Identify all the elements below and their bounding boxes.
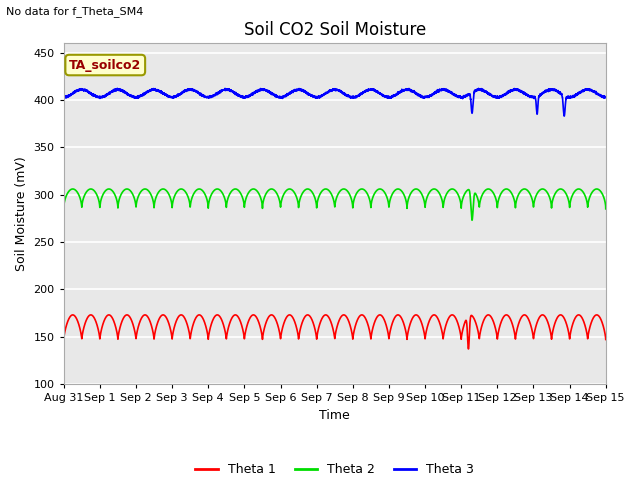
Theta 2 [465, 187, 472, 192]
Theta 3 [60, 94, 68, 99]
Theta 3 [413, 91, 420, 96]
Theta 1 [385, 336, 393, 342]
Theta 3 [159, 89, 166, 95]
Theta 2 [158, 186, 166, 192]
Theta 2 [385, 204, 393, 210]
Theta 1 [465, 346, 472, 352]
Theta 3 [385, 94, 393, 100]
Theta 1 [267, 312, 275, 318]
Theta 3 [465, 92, 472, 97]
Theta 1 [465, 346, 472, 351]
Theta 2 [60, 206, 68, 212]
Theta 2 [468, 217, 476, 223]
Title: Soil CO2 Soil Moisture: Soil CO2 Soil Moisture [244, 21, 426, 39]
Text: No data for f_Theta_SM4: No data for f_Theta_SM4 [6, 6, 144, 17]
Theta 3 [113, 85, 121, 91]
Theta 2 [232, 186, 239, 192]
Theta 2 [506, 188, 513, 193]
Line: Theta 1: Theta 1 [64, 315, 605, 349]
Theta 1 [60, 336, 68, 342]
Theta 1 [602, 336, 609, 342]
Theta 3 [506, 88, 513, 94]
Theta 3 [602, 94, 609, 100]
Theta 1 [413, 312, 420, 318]
Theta 2 [267, 186, 275, 192]
Theta 3 [561, 113, 568, 119]
Y-axis label: Soil Moisture (mV): Soil Moisture (mV) [15, 156, 28, 271]
Line: Theta 3: Theta 3 [64, 88, 605, 116]
Text: TA_soilco2: TA_soilco2 [69, 59, 141, 72]
Theta 1 [232, 312, 239, 318]
X-axis label: Time: Time [319, 408, 350, 421]
Theta 3 [267, 91, 275, 97]
Legend: Theta 1, Theta 2, Theta 3: Theta 1, Theta 2, Theta 3 [191, 458, 479, 480]
Theta 1 [506, 315, 513, 321]
Line: Theta 2: Theta 2 [64, 189, 605, 220]
Theta 1 [158, 312, 166, 318]
Theta 2 [413, 186, 420, 192]
Theta 2 [602, 206, 609, 212]
